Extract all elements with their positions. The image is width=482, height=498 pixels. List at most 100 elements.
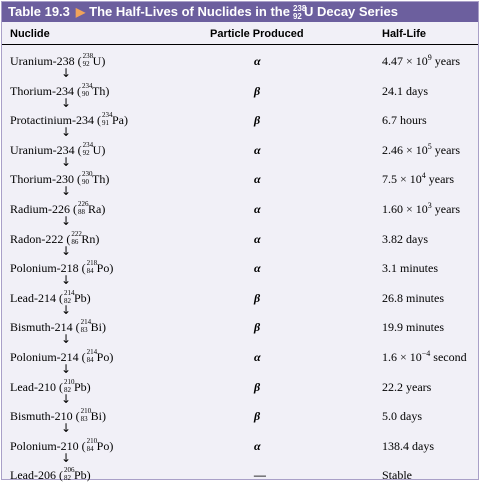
half-life-cell: 5.0 days — [382, 409, 422, 423]
isotope-notation: 230 90 — [81, 170, 93, 186]
isotope-notation: 218 84 — [86, 259, 98, 276]
particle-cell: α — [254, 350, 261, 364]
isotope-notation: 238 92 — [82, 52, 94, 68]
nuclide-name: Lead-206 ( — [10, 468, 63, 483]
table-title-suffix: Decay Series — [316, 4, 398, 19]
particle-cell: α — [254, 172, 261, 187]
nuclide-cell: Uranium-238 (238 92 U) — [10, 52, 106, 68]
atomic-number: 82 — [63, 474, 71, 483]
half-life-cell: 138.4 days — [382, 439, 434, 453]
mass-number: 230 — [82, 170, 93, 179]
half-life-cell: 6.7 hours — [382, 113, 427, 127]
element-symbol: Th) — [92, 83, 110, 98]
nuclide-cell: Polonium-210 (210 84 Po) — [10, 437, 113, 453]
isotope-notation: 214 84 — [86, 348, 98, 364]
element-symbol: Ra) — [88, 202, 106, 216]
nuclide-name: Radon-222 ( — [10, 231, 71, 246]
down-arrow-icon: ↓ — [61, 362, 72, 376]
table-title: Table 19.3 ▶ The Half-Lives of Nuclides in… — [2, 2, 478, 22]
half-life-cell: 2.46 × 105 years — [382, 141, 461, 157]
atomic-number: 91 — [101, 119, 109, 128]
nuclide-name: Polonium-218 ( — [10, 261, 86, 276]
atomic-number: 84 — [86, 267, 94, 276]
half-life-value: 4.47 × 10 — [382, 54, 428, 68]
half-life-value: 3.82 days — [382, 231, 428, 246]
particle-cell: α — [254, 261, 261, 276]
half-life-cell: 26.8 minutes — [382, 291, 444, 305]
mass-number: 210 — [80, 407, 92, 416]
half-life-value: 26.8 minutes — [382, 290, 444, 305]
atomic-number: 82 — [63, 385, 71, 394]
nuclide-cell: Lead-210 (210 82 Pb) — [10, 378, 91, 394]
mass-number: 226 — [78, 200, 89, 208]
atomic-number: 82 — [63, 296, 71, 305]
half-life-cell: 19.9 minutes — [382, 320, 444, 334]
nuclide-name: Radium-226 ( — [10, 202, 77, 216]
table-row: Thorium-230 (230 90 Th) α 7.5 × 104 years ↓ — [2, 170, 478, 202]
table-row: Bismuth-210 (210 83 Bi) β 5.0 days ↓ — [2, 407, 478, 439]
mass-number: 234 — [82, 81, 93, 90]
nuclide-cell: Thorium-234 (234 90 Th) — [10, 81, 110, 98]
element-symbol: Rn) — [81, 231, 100, 246]
element-symbol: Pb) — [73, 379, 91, 394]
element-symbol: U) — [92, 54, 106, 68]
half-life-value: 6.7 hours — [382, 113, 427, 128]
down-arrow-icon: ↓ — [61, 421, 72, 436]
nuclide-name: Thorium-230 ( — [10, 172, 81, 187]
half-life-cell: 1.60 × 103 years — [382, 201, 460, 217]
mass-number: 214 — [63, 288, 75, 297]
atomic-number: 83 — [80, 415, 88, 424]
table-row: Lead-214 (214 82 Pb) β 26.8 minutes ↓ — [2, 288, 478, 321]
table-row: Protactinium-234 (234 91 Pa) β 6.7 hours ↓ — [2, 111, 478, 143]
table-row: Radium-226 (226 88 Ra) α 1.60 × 103 years ↓ — [2, 200, 478, 232]
particle-cell: — — [254, 468, 266, 483]
half-life-exponent: 5 — [427, 141, 432, 151]
mass-number: 214 — [80, 318, 92, 327]
half-life-value: 2.46 × 10 — [382, 142, 428, 157]
half-life-cell: 22.2 years — [382, 380, 431, 394]
down-arrow-icon: ↓ — [61, 243, 72, 258]
half-life-unit: years — [425, 172, 455, 187]
isotope-notation: 210 83 — [80, 407, 92, 424]
half-life-unit: years — [431, 54, 461, 68]
half-life-cell: 4.47 × 109 years — [382, 53, 461, 69]
isotope-notation: 206 82 — [63, 466, 75, 483]
title-isotope-atomic: 92 — [292, 11, 302, 21]
nuclide-name: Lead-210 ( — [10, 379, 63, 394]
down-arrow-icon: ↓ — [61, 95, 72, 110]
particle-cell: α — [254, 438, 261, 453]
mass-number: 222 — [71, 229, 82, 238]
header-particle: Particle Produced — [210, 28, 304, 40]
element-symbol: Pb) — [73, 290, 91, 305]
element-symbol: U) — [92, 142, 106, 157]
header-rule — [2, 44, 478, 45]
isotope-notation: 234 90 — [81, 81, 93, 98]
nuclide-cell: Polonium-214 (214 84 Po) — [10, 348, 113, 364]
particle-cell: β — [254, 290, 261, 305]
half-life-unit: years — [431, 142, 461, 157]
atomic-number: 83 — [80, 326, 88, 335]
half-life-value: Stable — [382, 468, 412, 483]
mass-number: 238 — [82, 52, 94, 60]
element-symbol: Po) — [96, 261, 114, 276]
particle-cell: α — [254, 142, 261, 157]
isotope-notation: 214 82 — [63, 288, 75, 305]
atomic-number: 86 — [71, 237, 79, 246]
nuclide-name: Lead-214 ( — [10, 290, 63, 305]
half-life-exponent: 9 — [427, 53, 432, 62]
nuclide-name: Bismuth-210 ( — [10, 409, 80, 424]
down-arrow-icon: ↓ — [61, 302, 72, 317]
down-arrow-icon: ↓ — [61, 332, 72, 347]
table-row: Uranium-234 (234 92 U) α 2.46 × 105 years ↓ — [2, 141, 478, 173]
nuclide-cell: Bismuth-210 (210 83 Bi) — [10, 407, 106, 424]
mass-number: 214 — [86, 348, 98, 356]
table-frame: Table 19.3 ▶ The Half-Lives of Nuclides in… — [1, 1, 479, 483]
half-life-exponent: 3 — [427, 201, 432, 210]
half-life-value: 1.6 × 10 — [382, 350, 422, 364]
atomic-number: 88 — [78, 208, 85, 216]
half-life-value: 5.0 days — [382, 409, 422, 424]
mass-number: 234 — [101, 111, 113, 120]
nuclide-cell: Protactinium-234 (234 91 Pa) — [10, 111, 128, 128]
down-arrow-icon: ↓ — [61, 273, 72, 288]
table-row: Radon-222 (222 86 Rn) α 3.82 days ↓ — [2, 229, 478, 262]
